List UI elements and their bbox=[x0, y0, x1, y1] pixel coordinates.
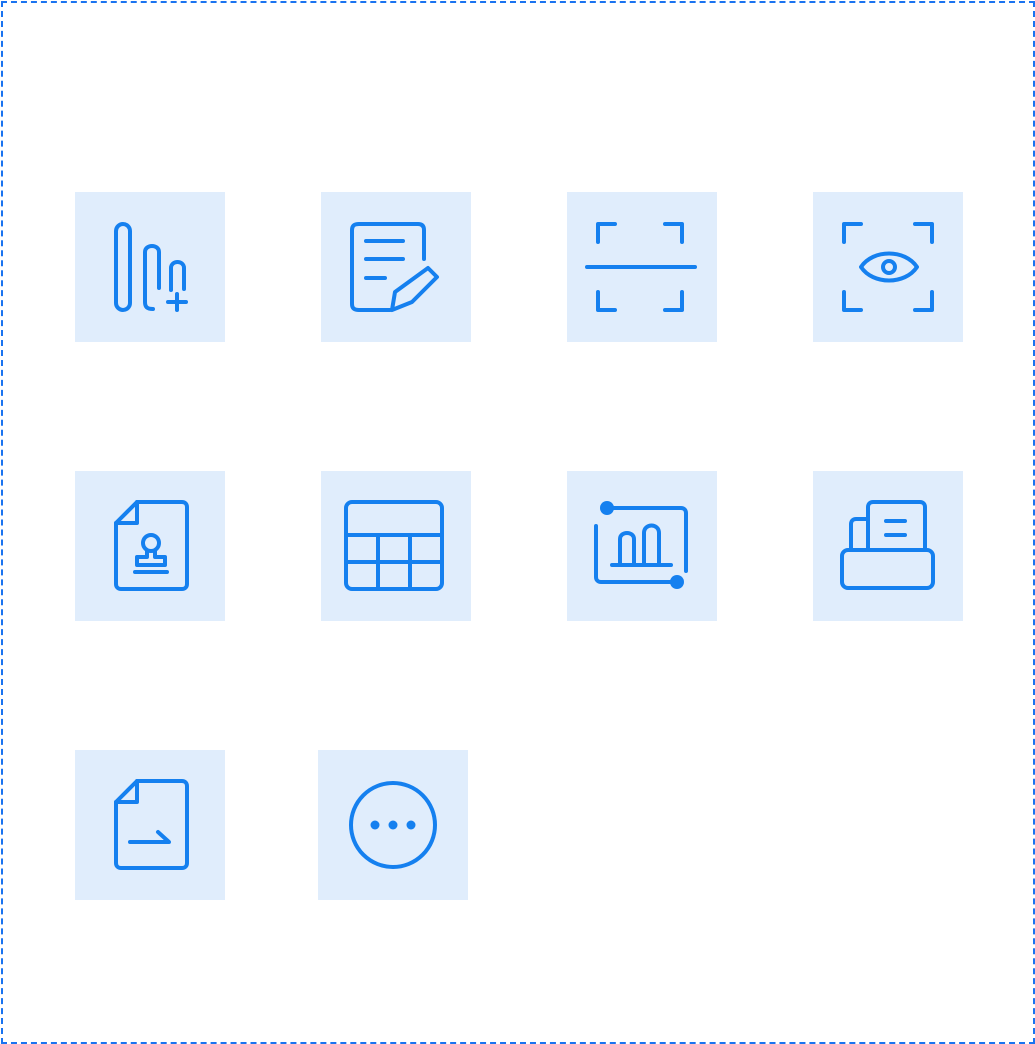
scan-icon bbox=[585, 222, 697, 312]
stamp-document-icon bbox=[114, 500, 189, 591]
document-sign-tile[interactable] bbox=[75, 750, 225, 900]
chart-report-icon bbox=[594, 501, 688, 589]
document-edit-tile[interactable] bbox=[321, 192, 471, 342]
fax-icon bbox=[840, 500, 935, 590]
eye-scan-tile[interactable] bbox=[813, 192, 963, 342]
table-tile[interactable] bbox=[321, 471, 471, 621]
fax-tile[interactable] bbox=[813, 471, 963, 621]
eye-scan-icon bbox=[842, 222, 934, 312]
stamp-document-tile[interactable] bbox=[75, 471, 225, 621]
more-icon bbox=[349, 781, 437, 869]
attachment-add-tile[interactable] bbox=[75, 192, 225, 342]
more-tile[interactable] bbox=[318, 750, 468, 900]
document-edit-icon bbox=[350, 222, 439, 312]
attachment-add-icon bbox=[114, 222, 188, 312]
chart-report-tile[interactable] bbox=[567, 471, 717, 621]
table-icon bbox=[344, 500, 444, 591]
scan-tile[interactable] bbox=[567, 192, 717, 342]
document-sign-icon bbox=[114, 779, 189, 870]
